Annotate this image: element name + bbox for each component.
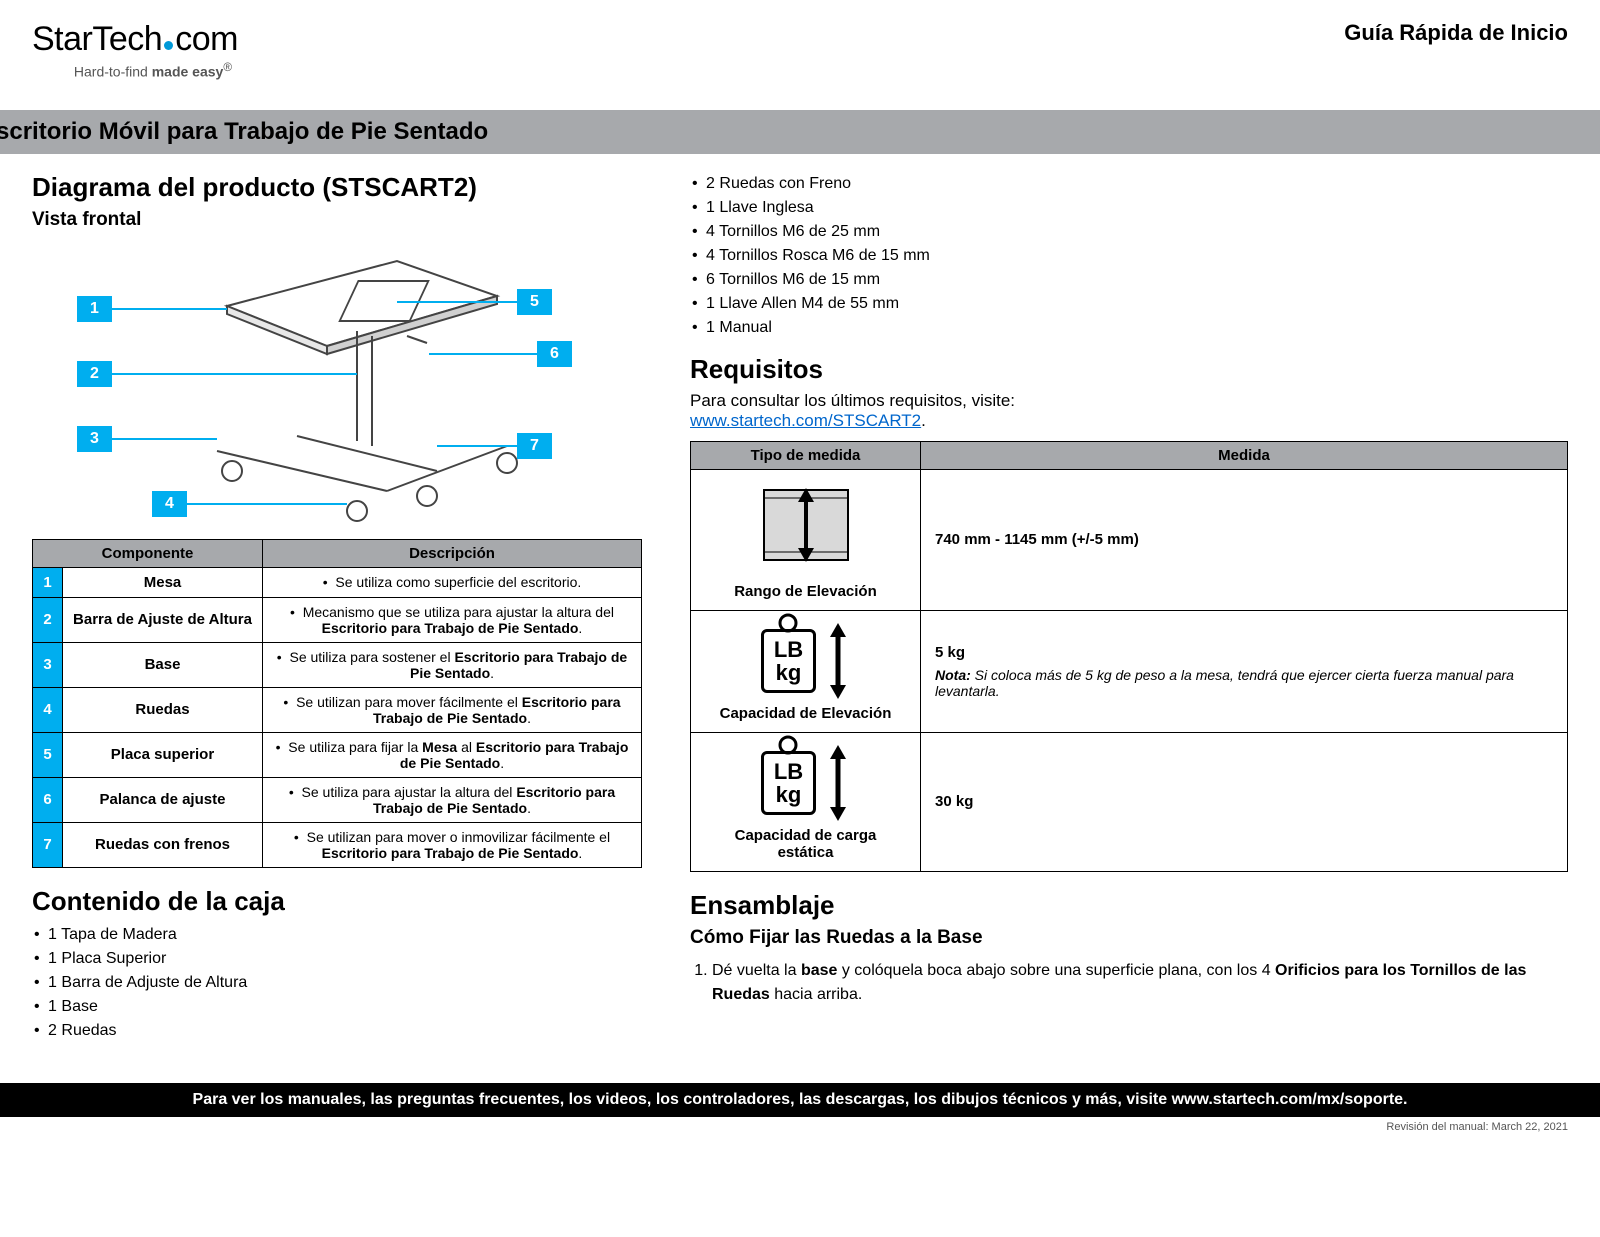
- measure-value-cell: 740 mm - 1145 mm (+/-5 mm): [921, 469, 1568, 610]
- table-row: LBkg Capacidad de carga estática 30 kg: [691, 732, 1568, 871]
- list-item: 4 Tornillos M6 de 25 mm: [706, 220, 1568, 244]
- box-contents-continued: 2 Ruedas con Freno1 Llave Inglesa4 Torni…: [690, 172, 1568, 340]
- footer-bar: Para ver los manuales, las preguntas fre…: [0, 1083, 1600, 1117]
- component-name: Mesa: [63, 567, 263, 597]
- note-text: Nota: Si coloca más de 5 kg de peso a la…: [935, 667, 1553, 699]
- logo-text-a: StarTech: [32, 20, 162, 58]
- guide-title: Guía Rápida de Inicio: [1344, 20, 1568, 46]
- product-diagram: 1 2 3 4 5 6 7: [77, 241, 597, 531]
- component-name: Placa superior: [63, 732, 263, 777]
- measure-value-cell: 30 kg: [921, 732, 1568, 871]
- diagram-heading: Diagrama del producto (STSCART2): [32, 172, 642, 203]
- measure-value: 740 mm - 1145 mm (+/-5 mm): [935, 531, 1553, 548]
- measure-type-label: Capacidad de Elevación: [705, 705, 906, 722]
- measure-type-cell: LBkg Capacidad de Elevación: [691, 610, 921, 732]
- measure-value: 5 kg: [935, 644, 1553, 661]
- measure-type-cell: LBkg Capacidad de carga estática: [691, 732, 921, 871]
- assembly-subheading: Cómo Fijar las Ruedas a la Base: [690, 927, 1568, 949]
- requirements-table: Tipo de medida Medida Rango de Elevación…: [690, 441, 1568, 872]
- measure-value: 30 kg: [935, 793, 1553, 810]
- logo: StarTech com: [32, 20, 238, 59]
- table-row: 4 Ruedas • Se utilizan para mover fácilm…: [33, 687, 642, 732]
- list-item: 6 Tornillos M6 de 15 mm: [706, 268, 1568, 292]
- revision-text: Revisión del manual: March 22, 2021: [0, 1117, 1600, 1145]
- component-desc: • Se utilizan para mover o inmovilizar f…: [263, 822, 642, 867]
- requirements-text: Para consultar los últimos requisitos, v…: [690, 391, 1568, 411]
- callout-5: 5: [517, 289, 552, 315]
- range-icon: [746, 480, 866, 575]
- table-row: 5 Placa superior • Se utiliza para fijar…: [33, 732, 642, 777]
- row-number: 1: [33, 567, 63, 597]
- list-item: 1 Manual: [706, 316, 1568, 340]
- list-item: 1 Placa Superior: [48, 947, 642, 971]
- component-table: Componente Descripción 1 Mesa • Se utili…: [32, 539, 642, 868]
- th-description: Descripción: [263, 539, 642, 567]
- measure-type-label: Rango de Elevación: [705, 583, 906, 600]
- logo-dot-icon: [164, 41, 173, 50]
- logo-text-b: com: [175, 20, 238, 58]
- th-measure: Medida: [921, 441, 1568, 469]
- component-name: Ruedas: [63, 687, 263, 732]
- component-desc: • Se utiliza para ajustar la altura del …: [263, 777, 642, 822]
- right-column: 2 Ruedas con Freno1 Llave Inglesa4 Torni…: [690, 172, 1568, 1043]
- table-row: 1 Mesa • Se utiliza como superficie del …: [33, 567, 642, 597]
- weight-icon: LBkg: [761, 751, 816, 815]
- list-item: 2 Ruedas: [48, 1019, 642, 1043]
- row-number: 3: [33, 642, 63, 687]
- table-row: 7 Ruedas con frenos • Se utilizan para m…: [33, 822, 642, 867]
- box-contents-heading: Contenido de la caja: [32, 886, 642, 917]
- table-row: 3 Base • Se utiliza para sostener el Esc…: [33, 642, 642, 687]
- assembly-heading: Ensamblaje: [690, 890, 1568, 921]
- desk-illustration-icon: [77, 241, 597, 531]
- measure-type-cell: Rango de Elevación: [691, 469, 921, 610]
- callout-7: 7: [517, 433, 552, 459]
- table-row: LBkg Capacidad de Elevación 5 kg Nota: S…: [691, 610, 1568, 732]
- component-desc: • Mecanismo que se utiliza para ajustar …: [263, 597, 642, 642]
- weight-top-icon: [775, 613, 801, 633]
- component-desc: • Se utiliza para fijar la Mesa al Escri…: [263, 732, 642, 777]
- measure-value-cell: 5 kg Nota: Si coloca más de 5 kg de peso…: [921, 610, 1568, 732]
- view-subheading: Vista frontal: [32, 209, 642, 231]
- th-component: Componente: [33, 539, 263, 567]
- row-number: 2: [33, 597, 63, 642]
- list-item: 2 Ruedas con Freno: [706, 172, 1568, 196]
- component-desc: • Se utiliza para sostener el Escritorio…: [263, 642, 642, 687]
- component-name: Palanca de ajuste: [63, 777, 263, 822]
- list-item: 1 Tapa de Madera: [48, 923, 642, 947]
- weight-icon: LBkg: [761, 629, 816, 693]
- component-name: Base: [63, 642, 263, 687]
- table-row: 2 Barra de Ajuste de Altura • Mecanismo …: [33, 597, 642, 642]
- left-column: Diagrama del producto (STSCART2) Vista f…: [32, 172, 642, 1043]
- component-name: Barra de Ajuste de Altura: [63, 597, 263, 642]
- assembly-steps: Dé vuelta la base y colóquela boca abajo…: [690, 959, 1568, 1007]
- box-contents-list: 1 Tapa de Madera1 Placa Superior1 Barra …: [32, 923, 642, 1043]
- row-number: 4: [33, 687, 63, 732]
- row-number: 6: [33, 777, 63, 822]
- table-row: 6 Palanca de ajuste • Se utiliza para aj…: [33, 777, 642, 822]
- measure-type-label: Capacidad de carga estática: [705, 827, 906, 861]
- title-bar: Escritorio Móvil para Trabajo de Pie Sen…: [0, 110, 1600, 154]
- callout-6: 6: [537, 341, 572, 367]
- th-type: Tipo de medida: [691, 441, 921, 469]
- component-desc: • Se utilizan para mover fácilmente el E…: [263, 687, 642, 732]
- list-item: 1 Llave Allen M4 de 55 mm: [706, 292, 1568, 316]
- assembly-step-1: Dé vuelta la base y colóquela boca abajo…: [712, 959, 1568, 1007]
- tagline: Hard-to-find made easy®: [32, 61, 238, 80]
- updown-arrow-icon: [826, 621, 850, 701]
- logo-block: StarTech com Hard-to-find made easy®: [32, 20, 238, 80]
- updown-arrow-icon: [826, 743, 850, 823]
- table-row: Rango de Elevación 740 mm - 1145 mm (+/-…: [691, 469, 1568, 610]
- list-item: 4 Tornillos Rosca M6 de 15 mm: [706, 244, 1568, 268]
- list-item: 1 Barra de Adjuste de Altura: [48, 971, 642, 995]
- list-item: 1 Llave Inglesa: [706, 196, 1568, 220]
- row-number: 7: [33, 822, 63, 867]
- header: StarTech com Hard-to-find made easy® Guía…: [32, 0, 1568, 90]
- weight-top-icon: [775, 735, 801, 755]
- list-item: 1 Base: [48, 995, 642, 1019]
- row-number: 5: [33, 732, 63, 777]
- component-name: Ruedas con frenos: [63, 822, 263, 867]
- requirements-link[interactable]: www.startech.com/STSCART2: [690, 411, 921, 430]
- requirements-heading: Requisitos: [690, 354, 1568, 385]
- component-desc: • Se utiliza como superficie del escrito…: [263, 567, 642, 597]
